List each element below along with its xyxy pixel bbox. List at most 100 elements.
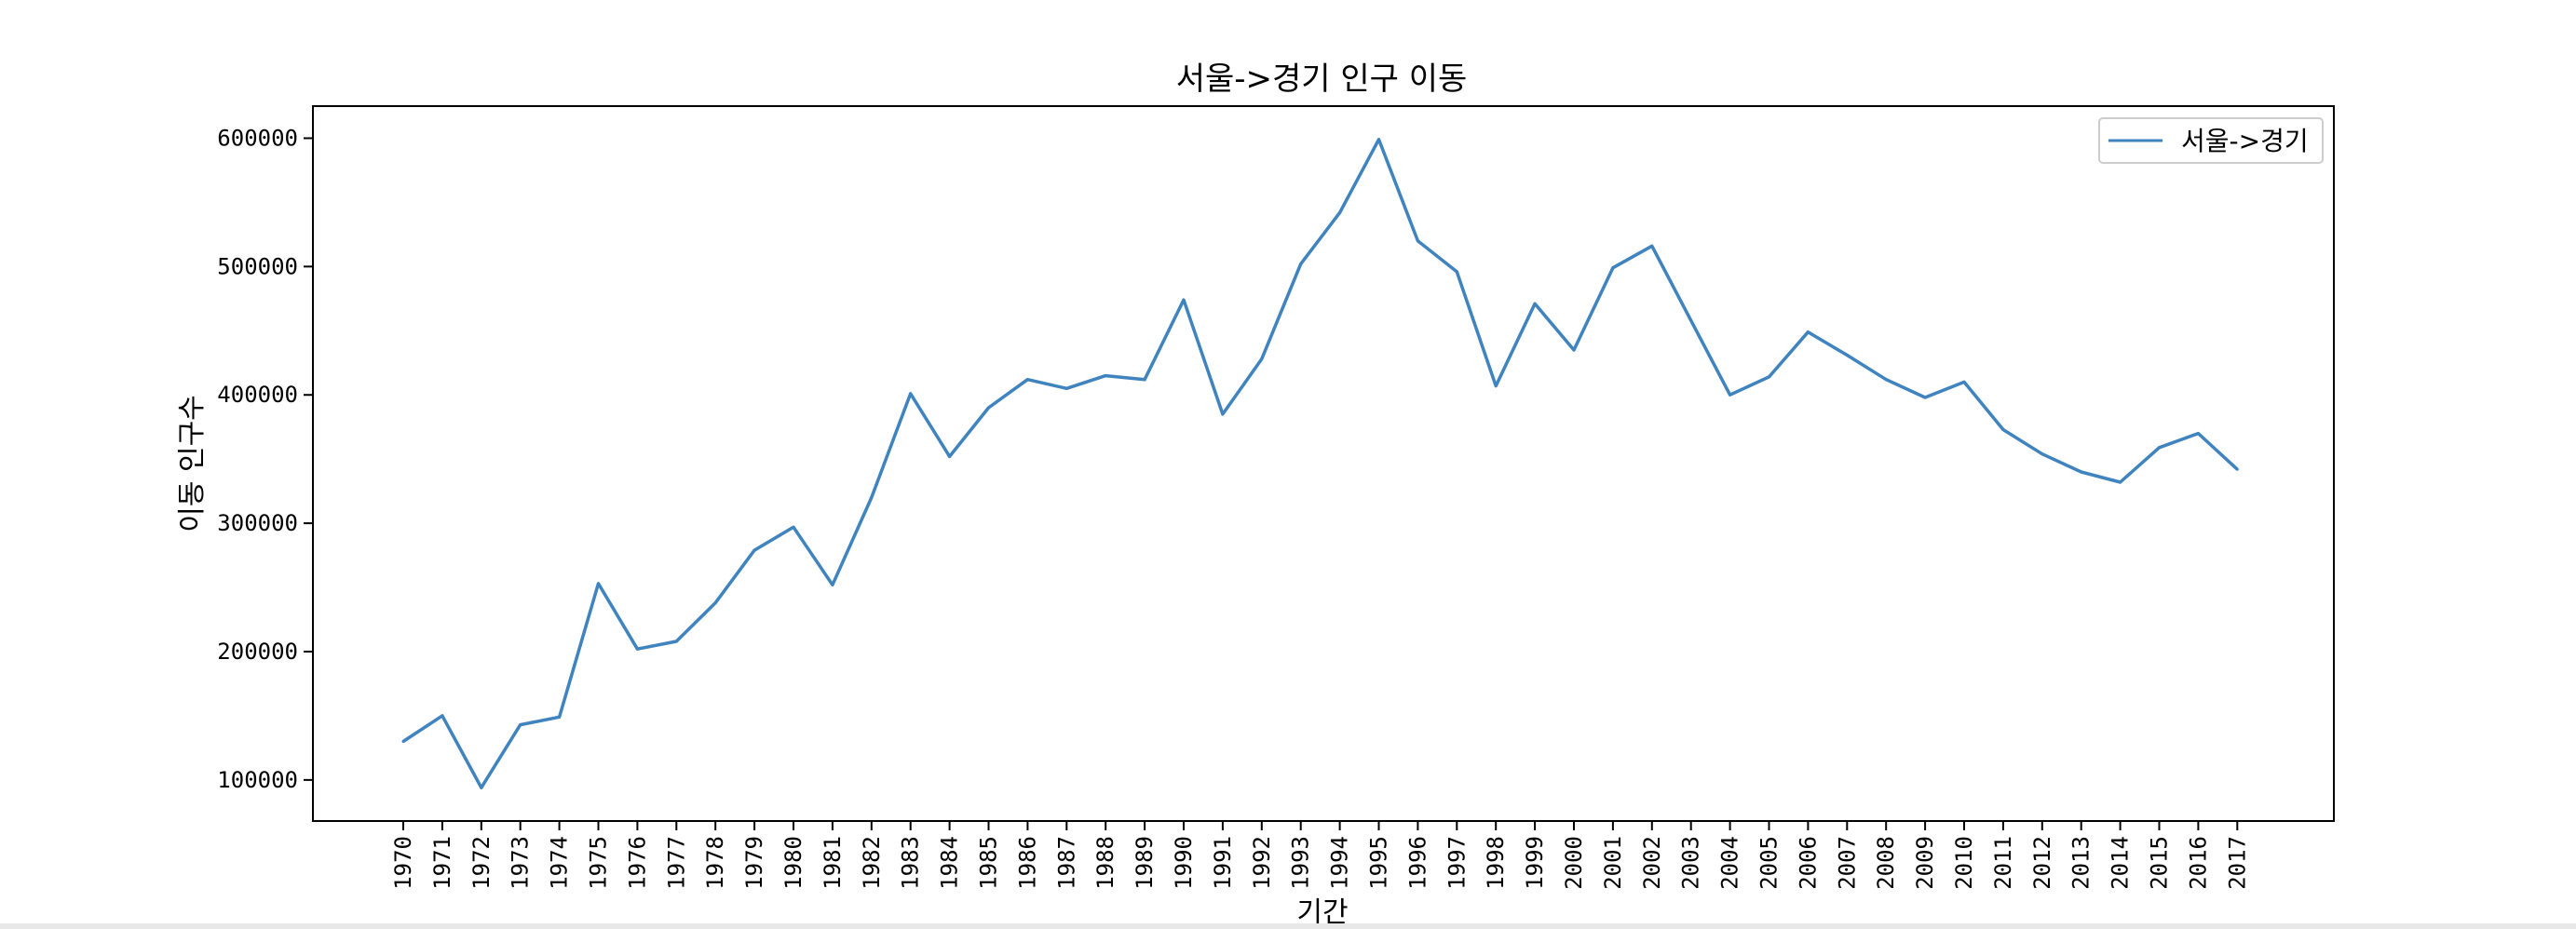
data-point: [1299, 263, 1303, 266]
x-tick-label: 2000: [1561, 836, 1587, 890]
x-tick-label: 1974: [547, 836, 573, 890]
x-tick-label: 1981: [820, 836, 846, 890]
data-point: [2001, 427, 2005, 431]
x-tick-label: 2001: [1600, 836, 1626, 890]
x-tick-label: 1990: [1171, 836, 1197, 890]
data-point: [1923, 396, 1927, 399]
x-tick-label: 1979: [741, 836, 767, 890]
window-bottom-edge: [0, 923, 2576, 929]
y-tick-label: 500000: [217, 253, 298, 279]
x-tick-label: 1970: [390, 836, 416, 890]
data-point: [1689, 318, 1693, 322]
y-tick-label: 200000: [217, 639, 298, 665]
x-tick-label: 2005: [1756, 836, 1783, 890]
data-point: [948, 454, 952, 458]
x-tick-label: 1978: [702, 836, 728, 890]
data-point: [831, 583, 834, 586]
data-point: [1064, 386, 1068, 390]
data-point: [2119, 480, 2122, 484]
data-point: [2040, 452, 2044, 456]
y-tick-label: 600000: [217, 125, 298, 151]
data-point: [2158, 446, 2161, 450]
x-tick-label: 1995: [1366, 836, 1392, 890]
data-point: [1845, 353, 1849, 357]
x-tick-label: 2015: [2147, 836, 2173, 890]
data-point: [870, 496, 874, 500]
x-tick-label: 1993: [1288, 836, 1314, 890]
x-tick-label: 1998: [1483, 836, 1509, 890]
data-point: [792, 525, 795, 529]
y-axis: 100000 200000 300000 400000 500000 600000: [217, 125, 313, 793]
data-point: [1611, 266, 1615, 270]
data-point: [1572, 348, 1576, 352]
data-point: [1650, 244, 1654, 248]
x-tick-label: 1988: [1092, 836, 1119, 890]
x-tick-label: 2002: [1639, 836, 1665, 890]
x-tick-label: 1996: [1404, 836, 1430, 890]
data-point: [1143, 378, 1146, 382]
x-tick-label: 1976: [624, 836, 650, 890]
x-tick-label: 1994: [1327, 836, 1353, 890]
data-point: [635, 647, 639, 651]
x-tick-label: 2004: [1717, 836, 1743, 890]
data-point: [519, 723, 522, 727]
x-tick-label: 1999: [1522, 836, 1548, 890]
x-tick-label: 1973: [508, 836, 534, 890]
legend: 서울->경기: [2098, 117, 2324, 164]
data-point: [558, 715, 562, 719]
data-point: [1416, 239, 1419, 243]
data-point: [1104, 374, 1107, 378]
data-point: [2235, 467, 2239, 471]
data-point: [480, 786, 483, 789]
data-point: [1260, 357, 1264, 361]
data-point: [1806, 330, 1810, 334]
data-point: [1533, 302, 1537, 305]
data-point: [909, 392, 913, 396]
data-point: [1377, 138, 1380, 141]
x-axis: 1970 1971 1972 1973 1974 1975 1976 1977 1978 1979…: [390, 821, 2250, 890]
x-tick-label: 2007: [1834, 836, 1860, 890]
x-tick-label: 2016: [2185, 836, 2211, 890]
data-point: [713, 601, 717, 605]
y-axis-label: 이동 인구수: [176, 395, 209, 532]
chart-title: 서울->경기 인구 이동: [1176, 61, 1468, 98]
legend-box: [2098, 117, 2324, 164]
data-point: [2196, 432, 2200, 436]
plot-area: [401, 138, 2239, 789]
x-tick-label: 2011: [1990, 836, 2016, 890]
data-point: [2080, 470, 2083, 474]
data-point: [1884, 378, 1888, 382]
data-point: [597, 582, 600, 586]
x-tick-label: 2008: [1873, 836, 1899, 890]
data-point: [1962, 380, 1966, 384]
data-point: [1338, 210, 1342, 214]
data-point: [1221, 412, 1225, 416]
data-point: [752, 548, 756, 552]
x-tick-label: 2003: [1678, 836, 1704, 890]
x-tick-label: 2014: [2108, 836, 2134, 890]
axes-frame: [312, 105, 2335, 822]
data-point: [1182, 298, 1186, 302]
x-tick-label: 1985: [976, 836, 1002, 890]
x-tick-label: 1992: [1249, 836, 1275, 890]
x-tick-label: 1975: [586, 836, 612, 890]
y-tick-label: 100000: [217, 767, 298, 793]
x-tick-label: 1989: [1132, 836, 1158, 890]
x-tick-label: 1997: [1444, 836, 1470, 890]
data-point: [1768, 375, 1770, 379]
x-tick-label: 1984: [937, 836, 963, 890]
legend-label: 서울->경기: [2181, 126, 2309, 156]
x-tick-label: 1991: [1210, 836, 1236, 890]
x-tick-label: 2013: [2068, 836, 2095, 890]
x-tick-label: 1982: [859, 836, 885, 890]
data-point: [987, 406, 990, 410]
data-point: [441, 714, 444, 718]
x-tick-label: 2006: [1795, 836, 1821, 890]
x-tick-label: 2017: [2224, 836, 2250, 890]
data-point: [401, 740, 405, 744]
data-point: [1494, 384, 1498, 388]
x-tick-label: 2010: [1951, 836, 1977, 890]
y-tick-label: 400000: [217, 382, 298, 408]
data-point: [1729, 393, 1732, 397]
